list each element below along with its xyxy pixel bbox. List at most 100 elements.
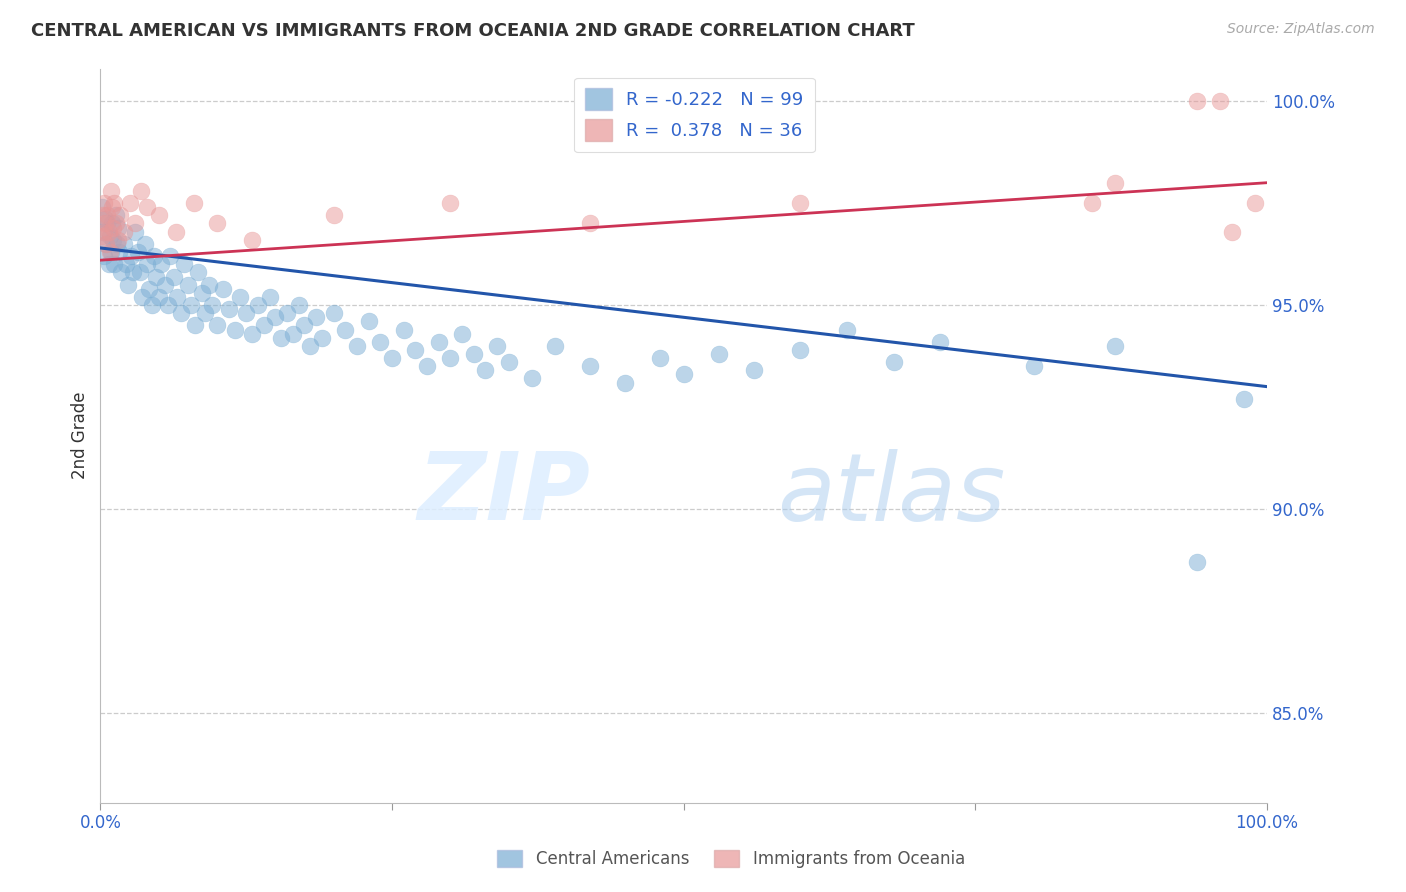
Point (100, 184, 122, 198)
Point (1244, 196, 1267, 211)
Point (107, 220, 129, 235)
Point (1185, 555, 1208, 569)
Point (835, 322, 858, 336)
Point (311, 331, 333, 345)
Point (93, 249, 115, 263)
Point (108, 245, 131, 260)
Point (136, 200, 159, 214)
Point (1209, 94, 1232, 108)
Point (240, 233, 263, 247)
Point (1220, 225, 1243, 239)
Point (1232, 392, 1254, 406)
Point (240, 326, 263, 341)
Text: CENTRAL AMERICAN VS IMMIGRANTS FROM OCEANIA 2ND GRADE CORRELATION CHART: CENTRAL AMERICAN VS IMMIGRANTS FROM OCEA… (31, 22, 915, 40)
Point (544, 339, 567, 353)
Point (124, 217, 146, 231)
Point (180, 298, 202, 312)
Point (335, 322, 357, 336)
Point (136, 257, 159, 271)
Point (120, 249, 142, 263)
Point (218, 302, 240, 317)
Y-axis label: 2nd Grade: 2nd Grade (72, 392, 89, 479)
Point (104, 217, 127, 231)
Legend: Central Americans, Immigrants from Oceania: Central Americans, Immigrants from Ocean… (491, 843, 972, 875)
Point (91, 208, 114, 222)
Text: Source: ZipAtlas.com: Source: ZipAtlas.com (1227, 22, 1375, 37)
Point (264, 310, 287, 325)
Point (93, 225, 115, 239)
Point (170, 306, 193, 320)
Point (97, 225, 120, 239)
Point (1185, 94, 1208, 108)
Point (177, 277, 200, 292)
Point (194, 306, 217, 320)
Point (520, 371, 543, 385)
Point (166, 290, 188, 304)
Point (322, 306, 344, 320)
Point (112, 236, 135, 251)
Point (299, 339, 322, 353)
Point (451, 326, 474, 341)
Point (150, 257, 173, 271)
Point (1104, 339, 1126, 353)
Point (101, 200, 124, 214)
Point (184, 318, 207, 333)
Point (287, 298, 309, 312)
Point (246, 298, 269, 312)
Point (485, 339, 508, 353)
Point (103, 220, 125, 235)
Point (253, 318, 276, 333)
Point (498, 355, 520, 369)
Point (96, 236, 118, 251)
Point (94, 212, 117, 227)
Point (159, 249, 181, 263)
Point (381, 351, 404, 365)
Point (90, 228, 112, 243)
Point (129, 265, 152, 279)
Point (305, 310, 328, 325)
Point (93, 196, 115, 211)
Point (97, 257, 120, 271)
Point (104, 208, 127, 222)
Point (346, 339, 368, 353)
Point (789, 196, 811, 211)
Point (416, 359, 439, 374)
Point (201, 298, 224, 312)
Point (579, 217, 602, 231)
Point (191, 285, 214, 300)
Point (163, 269, 186, 284)
Point (229, 290, 252, 304)
Point (110, 265, 132, 279)
Point (122, 265, 145, 279)
Point (98, 228, 121, 243)
Point (156, 298, 179, 312)
Point (100, 245, 122, 260)
Point (105, 236, 128, 251)
Point (404, 343, 426, 357)
Point (103, 196, 125, 211)
Point (1081, 196, 1104, 211)
Point (259, 290, 281, 304)
Point (101, 217, 124, 231)
Point (929, 334, 952, 349)
Point (187, 265, 209, 279)
Point (357, 314, 380, 328)
Point (474, 363, 496, 377)
Legend: R = -0.222   N = 99, R =  0.378   N = 36: R = -0.222 N = 99, R = 0.378 N = 36 (574, 78, 814, 153)
Point (707, 347, 730, 361)
Point (276, 306, 298, 320)
Point (439, 351, 461, 365)
Point (143, 249, 166, 263)
Point (294, 318, 316, 333)
Point (235, 306, 257, 320)
Text: ZIP: ZIP (418, 449, 591, 541)
Point (94, 217, 117, 231)
Point (672, 368, 695, 382)
Point (392, 322, 415, 336)
Point (103, 233, 125, 247)
Point (117, 277, 139, 292)
Point (96, 236, 118, 251)
Point (148, 290, 170, 304)
Point (145, 269, 167, 284)
Point (127, 245, 149, 260)
